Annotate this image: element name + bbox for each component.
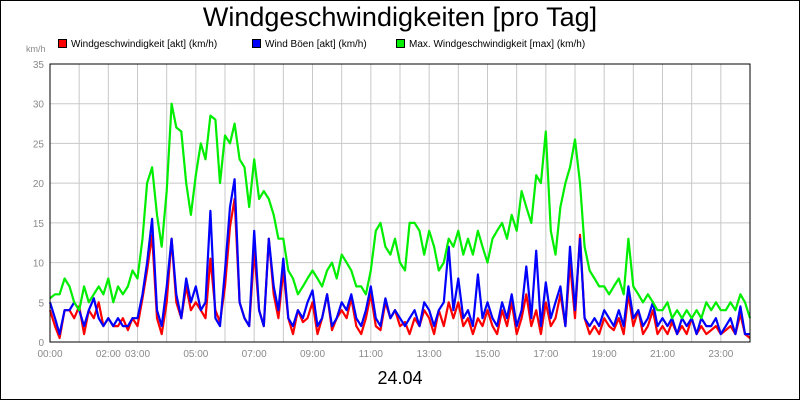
y-tick-label: 25 xyxy=(33,139,45,150)
plot-border xyxy=(49,63,751,343)
y-tick-label: 35 xyxy=(33,60,45,71)
legend-label: Max. Windgeschwindigkeit [max] (km/h) xyxy=(409,39,586,50)
x-tick-label: 07:00 xyxy=(242,349,267,360)
x-tick-label: 21:00 xyxy=(650,349,675,360)
y-axis-unit-label: km/h xyxy=(26,44,46,54)
series-line-3 xyxy=(49,102,752,320)
y-tick-label: 0 xyxy=(38,338,44,349)
x-tick-label: 13:00 xyxy=(417,349,442,360)
x-tick-label: 17:00 xyxy=(533,349,558,360)
x-tick-label: 03:00 xyxy=(125,349,150,360)
x-tick-label: 15:00 xyxy=(475,349,500,360)
series-line-2 xyxy=(48,178,750,336)
x-tick-label: 19:00 xyxy=(592,349,617,360)
x-tick-label: 05:00 xyxy=(183,349,208,360)
legend-item-wind-speed: Windgeschwindigkeit [akt] (km/h) xyxy=(58,39,217,50)
y-tick-label: 20 xyxy=(33,179,45,190)
legend-swatch-red xyxy=(58,39,67,48)
y-tick-label: 5 xyxy=(38,298,44,309)
y-tick-label: 30 xyxy=(33,100,45,111)
series-line-1 xyxy=(48,197,751,340)
chart-title: Windgeschwindigkeiten [pro Tag] xyxy=(202,2,598,32)
legend-swatch-green xyxy=(396,39,405,48)
x-tick-label: 02:00 xyxy=(96,349,121,360)
legend-item-gusts: Wind Böen [akt] (km/h) xyxy=(252,39,367,50)
legend-item-max-wind: Max. Windgeschwindigkeit [max] (km/h) xyxy=(396,39,585,50)
x-tick-label: 09:00 xyxy=(300,349,325,360)
legend-label: Windgeschwindigkeit [akt] (km/h) xyxy=(71,39,218,50)
x-tick-label: 23:00 xyxy=(708,349,733,360)
legend-swatch-blue xyxy=(252,39,261,48)
y-tick-label: 10 xyxy=(33,259,45,270)
date-label: 24.04 xyxy=(377,368,423,388)
x-tick-label: 00:00 xyxy=(37,349,62,360)
legend-label: Wind Böen [akt] (km/h) xyxy=(265,39,367,50)
y-tick-label: 15 xyxy=(33,219,45,230)
x-tick-label: 11:00 xyxy=(359,349,384,360)
